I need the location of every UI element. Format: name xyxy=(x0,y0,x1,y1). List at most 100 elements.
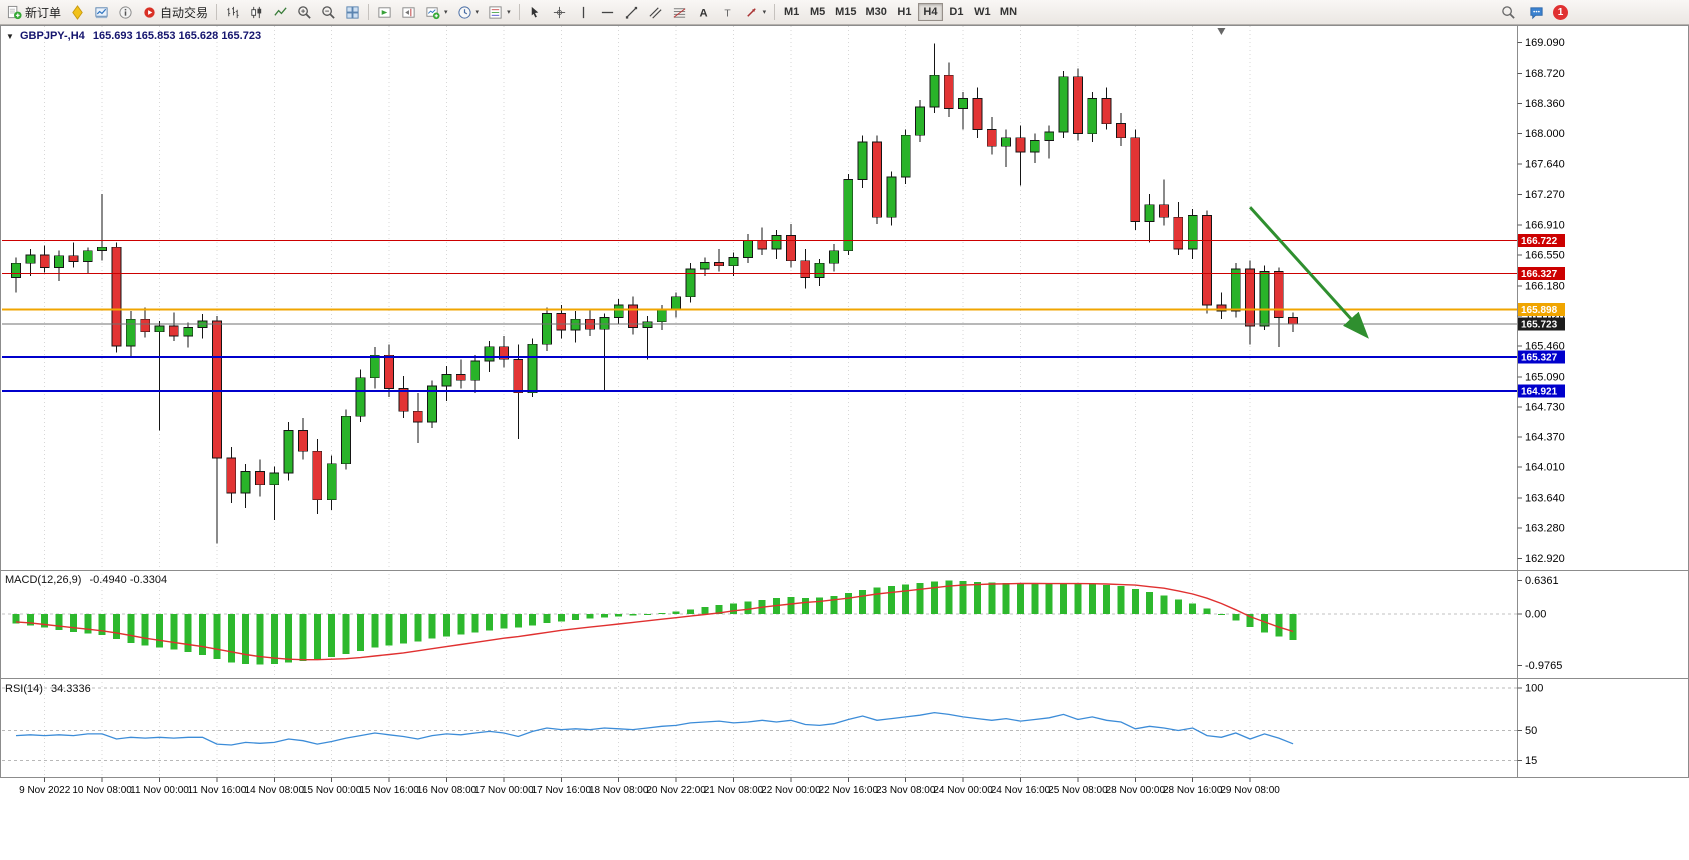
svg-text:28 Nov 16:00: 28 Nov 16:00 xyxy=(1163,785,1223,796)
new-order-icon xyxy=(7,5,22,19)
svg-text:A: A xyxy=(699,7,707,19)
timeframe-button-d1[interactable]: D1 xyxy=(944,3,969,21)
svg-text:164.370: 164.370 xyxy=(1525,432,1565,444)
svg-text:15: 15 xyxy=(1525,755,1537,767)
tile-windows-button[interactable] xyxy=(341,2,364,22)
svg-text:165.898: 165.898 xyxy=(1521,305,1558,316)
timeframe-button-m1[interactable]: M1 xyxy=(779,3,804,21)
svg-text:166.722: 166.722 xyxy=(1521,236,1558,247)
svg-text:162.920: 162.920 xyxy=(1525,553,1565,565)
chevron-down-icon: ▾ xyxy=(762,9,767,16)
trendline-button[interactable] xyxy=(620,2,643,22)
label-button[interactable]: T xyxy=(716,2,739,22)
svg-text:T: T xyxy=(724,8,731,19)
period-dropdown[interactable]: ▾ xyxy=(453,2,484,22)
channel-button[interactable] xyxy=(644,2,667,22)
timeframe-button-h4[interactable]: H4 xyxy=(917,3,943,21)
collapse-arrow-icon[interactable]: ▼ xyxy=(6,32,14,41)
svg-text:20 Nov 22:00: 20 Nov 22:00 xyxy=(646,785,706,796)
line-chart-button[interactable] xyxy=(269,2,292,22)
template-dropdown[interactable]: ▾ xyxy=(484,2,515,22)
community-icon xyxy=(72,4,83,20)
chat-button[interactable] xyxy=(1525,2,1548,22)
timeframe-button-m30[interactable]: M30 xyxy=(862,3,891,21)
crosshair-icon xyxy=(553,6,565,18)
new-order-button[interactable]: 新订单 xyxy=(3,2,65,22)
svg-text:164.921: 164.921 xyxy=(1521,387,1558,398)
fibonacci-button[interactable] xyxy=(668,2,691,22)
zoom-out-button[interactable] xyxy=(317,2,340,22)
arrows-dropdown[interactable]: ▾ xyxy=(740,2,771,22)
svg-text:163.280: 163.280 xyxy=(1525,523,1565,535)
svg-text:50: 50 xyxy=(1525,725,1537,737)
svg-text:16 Nov 08:00: 16 Nov 08:00 xyxy=(417,785,477,796)
svg-text:165.090: 165.090 xyxy=(1525,371,1565,383)
notification-badge[interactable]: 1 xyxy=(1553,4,1568,20)
toolbar-right-group: 1 xyxy=(1497,2,1568,22)
channel-icon xyxy=(649,6,662,19)
svg-text:14 Nov 08:00: 14 Nov 08:00 xyxy=(245,785,305,796)
svg-text:25 Nov 08:00: 25 Nov 08:00 xyxy=(1048,785,1108,796)
svg-text:165.723: 165.723 xyxy=(1521,320,1558,331)
svg-text:168.360: 168.360 xyxy=(1525,98,1565,110)
info-icon xyxy=(119,5,132,19)
cursor-icon xyxy=(531,6,538,17)
svg-text:166.910: 166.910 xyxy=(1525,219,1565,231)
candlestick-button[interactable] xyxy=(245,2,268,22)
toolbar-separator xyxy=(216,4,218,20)
chevron-down-icon: ▾ xyxy=(475,9,480,16)
community-button[interactable] xyxy=(66,2,89,22)
timeframe-button-h1[interactable]: H1 xyxy=(892,3,917,21)
label-icon: T xyxy=(724,8,731,19)
svg-text:18 Nov 08:00: 18 Nov 08:00 xyxy=(589,785,649,796)
timeframe-button-mn[interactable]: MN xyxy=(996,3,1021,21)
svg-text:167.270: 167.270 xyxy=(1525,189,1565,201)
vertical-line-button[interactable] xyxy=(572,2,595,22)
svg-text:11 Nov 16:00: 11 Nov 16:00 xyxy=(188,785,247,796)
search-button[interactable] xyxy=(1497,2,1520,22)
bar-chart-button[interactable] xyxy=(221,2,244,22)
new-chart-dropdown[interactable]: ▾ xyxy=(421,2,452,22)
svg-text:21 Nov 08:00: 21 Nov 08:00 xyxy=(704,785,764,796)
chart-window: 169.090 168.720 168.360 168.000 167.640 167.2… xyxy=(0,25,1689,805)
chevron-down-icon: ▾ xyxy=(507,9,511,16)
timeframe-button-m5[interactable]: M5 xyxy=(805,3,830,21)
new-order-label: 新订单 xyxy=(25,5,62,20)
tile-windows-icon xyxy=(346,5,359,19)
text-icon: A xyxy=(699,7,707,19)
svg-text:15 Nov 16:00: 15 Nov 16:00 xyxy=(359,785,419,796)
auto-scroll-button[interactable] xyxy=(373,2,396,22)
chart-shift-icon xyxy=(402,6,415,18)
svg-text:22 Nov 00:00: 22 Nov 00:00 xyxy=(761,785,821,796)
clock-icon xyxy=(457,5,471,19)
svg-text:166.550: 166.550 xyxy=(1525,249,1565,261)
autotrading-button[interactable]: 自动交易 xyxy=(138,2,212,22)
svg-text:169.090: 169.090 xyxy=(1525,37,1565,49)
horizontal-line-button[interactable] xyxy=(596,2,619,22)
svg-text:-0.9765: -0.9765 xyxy=(1525,660,1562,672)
svg-text:17 Nov 00:00: 17 Nov 00:00 xyxy=(474,785,534,796)
arrow-object-icon xyxy=(746,7,756,17)
text-button[interactable]: A xyxy=(692,2,715,22)
chat-icon xyxy=(1530,6,1543,19)
svg-text:9 Nov 2022: 9 Nov 2022 xyxy=(19,785,71,796)
new-chart-icon xyxy=(426,6,440,19)
svg-text:165.327: 165.327 xyxy=(1521,353,1558,364)
timeframe-button-w1[interactable]: W1 xyxy=(970,3,995,21)
line-chart-icon xyxy=(274,6,287,16)
chart-shift-button[interactable] xyxy=(397,2,420,22)
svg-text:0.00: 0.00 xyxy=(1525,609,1546,621)
timeframe-button-m15[interactable]: M15 xyxy=(831,3,860,21)
svg-text:0.6361: 0.6361 xyxy=(1525,575,1559,587)
toolbar-separator xyxy=(518,4,520,20)
cursor-button[interactable] xyxy=(524,2,547,22)
horizontal-line-icon xyxy=(601,11,613,13)
info-button[interactable] xyxy=(114,2,137,22)
svg-text:22 Nov 16:00: 22 Nov 16:00 xyxy=(819,785,879,796)
template-icon xyxy=(489,5,502,19)
chart-canvas[interactable]: 169.090 168.720 168.360 168.000 167.640 167.2… xyxy=(0,25,1689,805)
bar-chart-icon xyxy=(227,6,239,18)
zoom-in-button[interactable] xyxy=(293,2,316,22)
charts-button[interactable] xyxy=(90,2,113,22)
crosshair-button[interactable] xyxy=(548,2,571,22)
